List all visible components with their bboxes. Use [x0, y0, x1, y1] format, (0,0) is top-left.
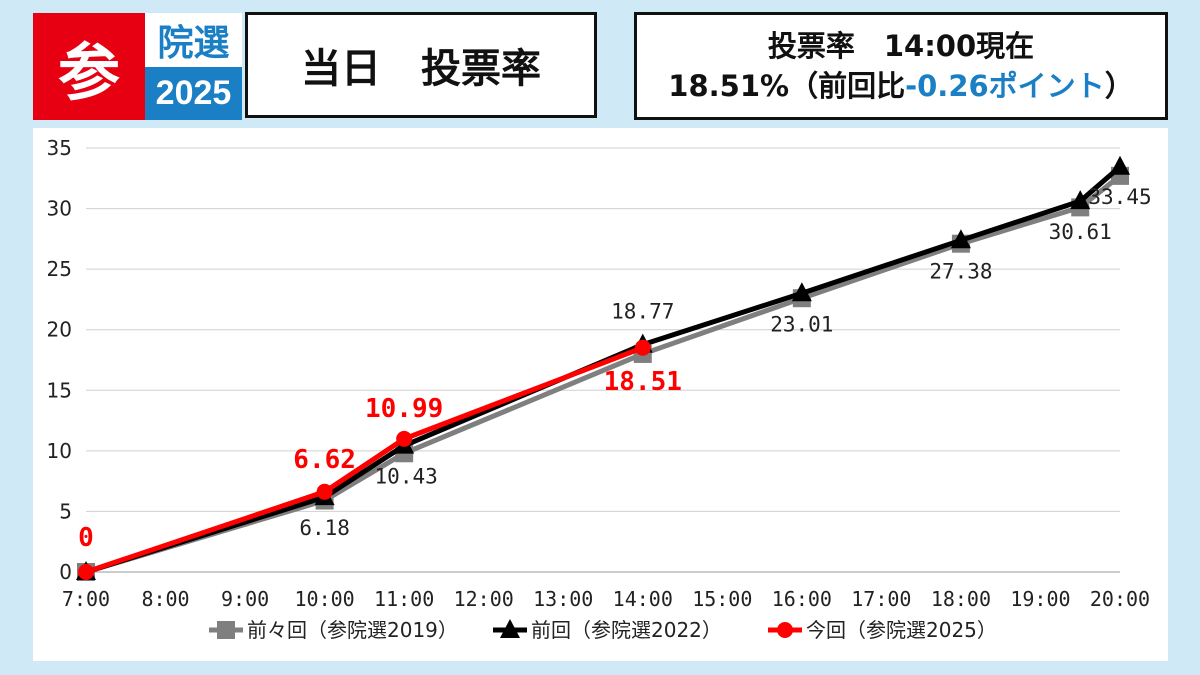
- data-label: 10.43: [375, 465, 438, 489]
- chart-panel: 0 5 10 15 20 25 30 35 7:00 8:00 9:00 10:00 11:00 12:0…: [33, 128, 1168, 661]
- y-tick-label: 30: [47, 197, 72, 221]
- legend-label: 前々回（参院選2019）: [247, 618, 458, 642]
- data-point-1: [1110, 155, 1130, 175]
- x-tick-label: 12:00: [454, 587, 514, 611]
- x-tick-label: 18:00: [931, 587, 991, 611]
- data-point-2: [396, 430, 413, 447]
- data-label: 6.62: [293, 445, 356, 475]
- y-tick-label: 20: [47, 318, 72, 342]
- turnout-info-box: 投票率 14:00現在 18.51%（前回比-0.26ポイント）: [634, 12, 1168, 120]
- election-logo-char: 参: [33, 13, 145, 120]
- y-tick-label: 15: [47, 378, 72, 402]
- x-tick-label: 13:00: [533, 587, 593, 611]
- x-tick-label: 16:00: [772, 587, 832, 611]
- x-tick-label: 14:00: [613, 587, 673, 611]
- x-tick-label: 15:00: [692, 587, 752, 611]
- turnout-value-line: 18.51%（前回比-0.26ポイント）: [668, 66, 1133, 106]
- y-tick-label: 5: [59, 499, 72, 523]
- data-label: 10.99: [365, 394, 443, 424]
- election-logo-year: 2025: [145, 67, 242, 120]
- election-logo-label: 院選: [145, 13, 242, 67]
- legend-label: 今回（参院選2025）: [806, 618, 997, 642]
- data-label: 27.38: [929, 259, 992, 283]
- turnout-time-line: 投票率 14:00現在: [767, 29, 1035, 63]
- y-tick-label: 25: [47, 257, 72, 281]
- x-tick-label: 19:00: [1010, 587, 1070, 611]
- data-label: 18.77: [611, 300, 674, 324]
- data-point-1: [791, 282, 812, 302]
- y-tick-label: 35: [47, 136, 72, 160]
- legend-label: 前回（参院選2022）: [531, 618, 722, 642]
- data-label: 33.45: [1088, 185, 1151, 209]
- data-label: 18.51: [604, 367, 682, 397]
- data-label: 30.61: [1049, 220, 1112, 244]
- data-point-2: [634, 339, 651, 356]
- x-tick-label: 8:00: [141, 587, 189, 611]
- data-label: 23.01: [770, 312, 833, 336]
- data-point-1: [1070, 190, 1091, 210]
- x-tick-label: 7:00: [62, 587, 110, 611]
- x-tick-label: 17:00: [851, 587, 911, 611]
- x-tick-label: 20:00: [1090, 587, 1150, 611]
- page-title: 当日 投票率: [245, 12, 597, 118]
- turnout-suffix: ）: [1104, 69, 1134, 103]
- series-line-1: [85, 164, 1122, 575]
- data-label: 6.18: [299, 516, 350, 540]
- y-tick-label: 10: [47, 439, 72, 463]
- data-point-2: [78, 564, 94, 580]
- x-tick-label: 11:00: [374, 587, 434, 611]
- turnout-value: 18.51%（前回比: [668, 69, 906, 103]
- data-label: 0: [78, 523, 94, 553]
- legend-marker: [217, 621, 235, 639]
- y-tick-label: 0: [59, 560, 72, 584]
- series-line-2: [85, 345, 644, 575]
- data-point-2: [316, 483, 333, 500]
- turnout-diff: -0.26ポイント: [905, 69, 1105, 103]
- legend-marker: [500, 619, 520, 638]
- x-tick-label: 10:00: [295, 587, 355, 611]
- data-point-1: [950, 229, 971, 249]
- legend-marker: [777, 622, 793, 638]
- series-line-0: [85, 173, 1122, 575]
- x-tick-label: 9:00: [221, 587, 269, 611]
